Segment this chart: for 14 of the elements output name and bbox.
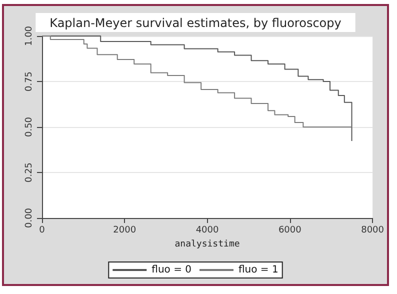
legend-label: fluo = 0 <box>152 264 192 276</box>
x-tick-label: 0 <box>39 226 46 236</box>
x-tick-label: 2000 <box>113 226 136 236</box>
y-tick-label: 0.50 <box>24 116 34 138</box>
legend-label: fluo = 1 <box>238 264 278 276</box>
y-tick-label: 0.00 <box>24 208 34 228</box>
x-axis-title: analysistime <box>174 239 240 250</box>
x-tick-label: 4000 <box>196 226 219 236</box>
x-tick-label: 8000 <box>361 226 384 236</box>
chart-title: Kaplan-Meyer survival estimates, by fluoroscopy <box>50 16 342 30</box>
y-tick-label: 1.00 <box>24 26 34 46</box>
y-tick-label: 0.75 <box>24 71 34 92</box>
y-tick-label: 0.25 <box>24 162 34 183</box>
x-tick-label: 6000 <box>278 226 302 236</box>
